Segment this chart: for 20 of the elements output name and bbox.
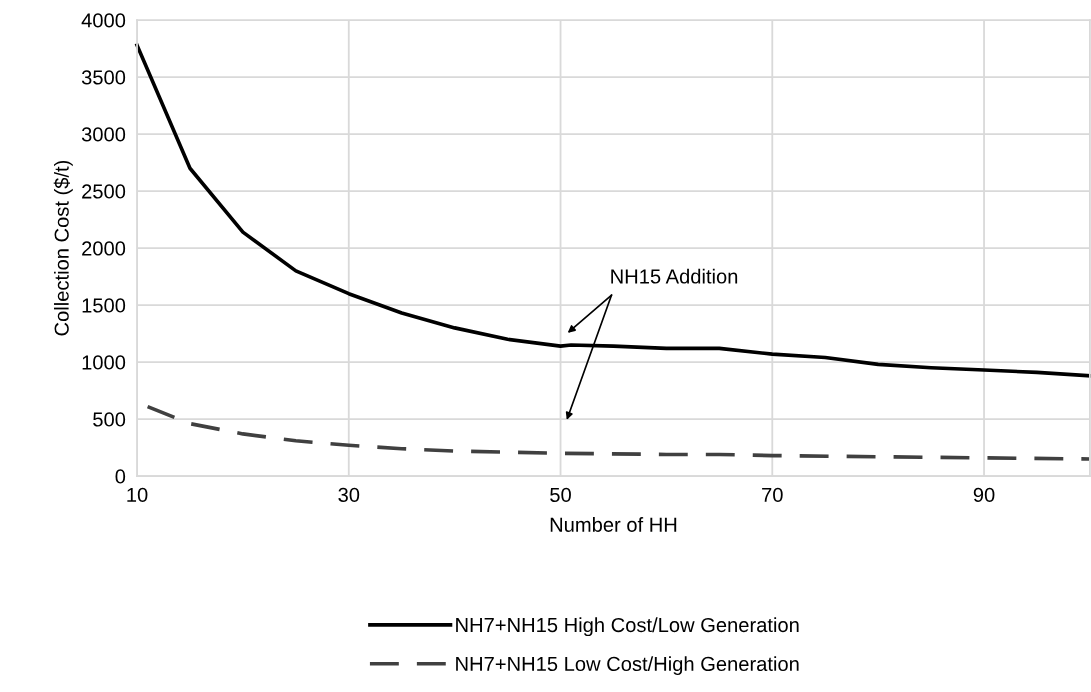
y-tick-label: 2000 xyxy=(82,241,126,256)
annotation: NH15 Addition xyxy=(611,268,738,284)
x-tick-label: 30 xyxy=(338,487,360,502)
x-tick-label: 10 xyxy=(127,487,148,502)
line-series xyxy=(145,404,1091,461)
y-tick-label: 3500 xyxy=(81,70,126,85)
y-tick-label: 1000 xyxy=(82,355,126,370)
x-tick-label: 90 xyxy=(973,487,995,502)
y-tick-label: 500 xyxy=(93,412,126,427)
legend-label: NH7+NH15 Low Cost/High Generation xyxy=(456,656,799,676)
x-axis-title: Number of HH xyxy=(550,517,677,532)
y-tick-label: 4000 xyxy=(81,13,126,28)
y-tick-label: 0 xyxy=(115,469,126,484)
x-tick-label: 70 xyxy=(762,487,783,502)
y-axis-title: Collection Cost ($/t) xyxy=(53,160,73,336)
y-tick-label: 1500 xyxy=(82,298,126,313)
legend-label: NH7+NH15 High Cost/Low Generation xyxy=(456,617,799,637)
x-tick-label: 50 xyxy=(550,487,571,502)
y-tick-label: 2500 xyxy=(82,184,126,199)
y-tick-label: 3000 xyxy=(81,127,126,142)
